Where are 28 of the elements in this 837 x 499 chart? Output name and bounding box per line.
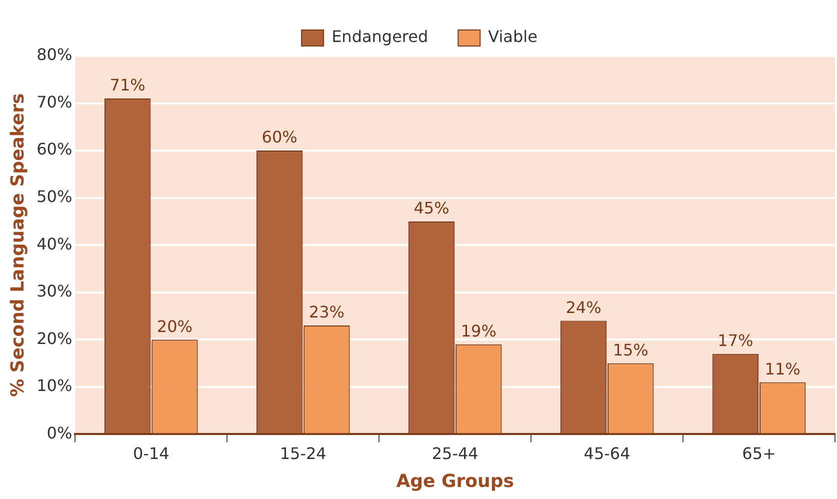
data-label: 23% <box>308 302 344 322</box>
x-tick-label: 0-14 <box>132 444 170 463</box>
data-label: 11% <box>764 359 800 378</box>
x-tick-label: 15-24 <box>280 444 326 463</box>
x-tick-label: 25-44 <box>432 444 478 463</box>
data-label: 20% <box>156 316 192 336</box>
x-axis-title: Age Groups <box>396 470 514 492</box>
y-axis-title: % Second Language Speakers <box>7 93 28 397</box>
y-tick-label: 10% <box>36 376 72 396</box>
y-tick-label: 60% <box>36 140 72 159</box>
y-tick-label: 30% <box>36 282 72 301</box>
y-tick-label: 20% <box>36 328 72 348</box>
x-tick-label: 65+ <box>742 444 776 463</box>
legend-label: Endangered <box>332 27 428 46</box>
y-tick-label: 0% <box>46 423 72 442</box>
data-label: 17% <box>718 330 754 350</box>
x-tick-label: 45-64 <box>584 444 630 463</box>
legend-label: Viable <box>488 27 538 46</box>
y-tick-label: 70% <box>36 92 72 112</box>
data-label: 60% <box>262 128 298 147</box>
data-label: 19% <box>460 322 496 341</box>
data-label: 24% <box>566 298 602 317</box>
data-label: 15% <box>612 340 648 360</box>
data-label: 45% <box>414 198 450 218</box>
y-tick-label: 80% <box>36 45 72 64</box>
y-tick-label: 40% <box>36 234 72 254</box>
data-label: 71% <box>110 76 146 95</box>
y-tick-label: 50% <box>36 186 72 206</box>
